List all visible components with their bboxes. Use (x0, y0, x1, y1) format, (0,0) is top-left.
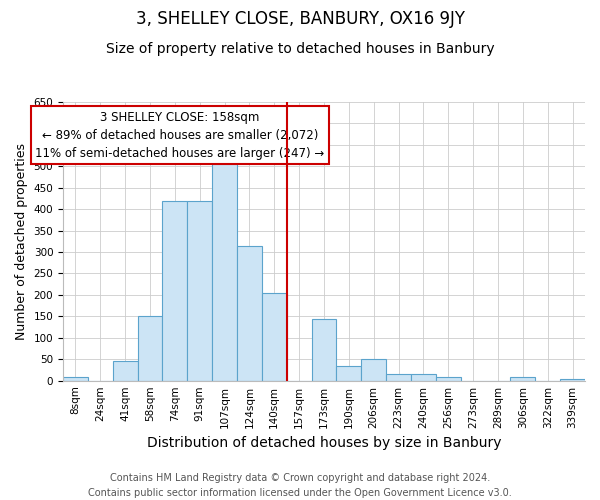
Bar (560, 378, 585, 380)
Bar (386, 374, 411, 380)
Text: Contains HM Land Registry data © Crown copyright and database right 2024.
Contai: Contains HM Land Registry data © Crown c… (88, 472, 512, 498)
Bar (163, 200, 187, 380)
Bar (137, 316, 163, 380)
Text: 3, SHELLEY CLOSE, BANBURY, OX16 9JY: 3, SHELLEY CLOSE, BANBURY, OX16 9JY (136, 10, 464, 28)
Bar (337, 366, 361, 380)
Bar (187, 200, 212, 380)
Bar (361, 359, 386, 380)
Text: 3 SHELLEY CLOSE: 158sqm
← 89% of detached houses are smaller (2,072)
11% of semi: 3 SHELLEY CLOSE: 158sqm ← 89% of detache… (35, 110, 325, 160)
X-axis label: Distribution of detached houses by size in Banbury: Distribution of detached houses by size … (147, 436, 501, 450)
Bar (311, 318, 337, 380)
Text: Size of property relative to detached houses in Banbury: Size of property relative to detached ho… (106, 42, 494, 56)
Bar (262, 293, 287, 380)
Bar (212, 154, 237, 380)
Bar (237, 246, 262, 380)
Bar (411, 374, 436, 380)
Bar (511, 378, 535, 380)
Bar (436, 378, 461, 380)
Bar (63, 378, 88, 380)
Y-axis label: Number of detached properties: Number of detached properties (15, 143, 28, 340)
Bar (113, 362, 137, 380)
